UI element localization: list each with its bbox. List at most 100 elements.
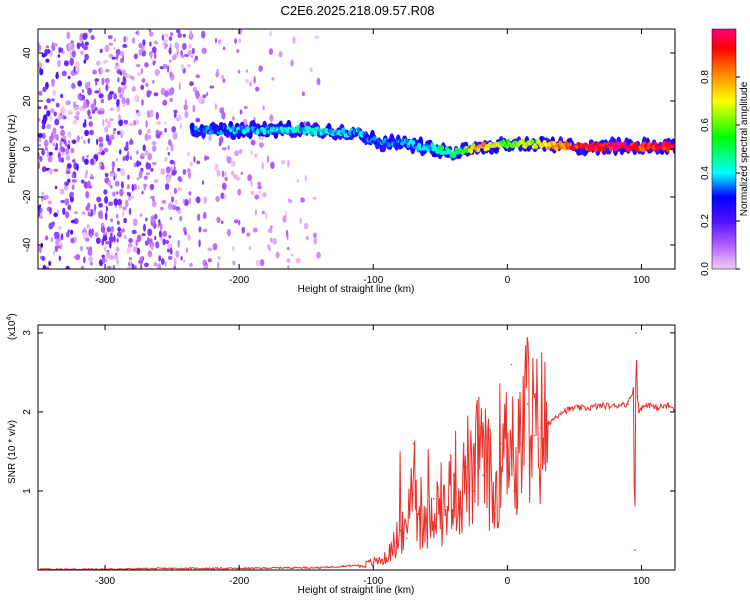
noise-blob: [46, 123, 52, 130]
noise-blob: [170, 166, 173, 172]
noise-blob: [123, 235, 128, 240]
noise-blob: [203, 211, 207, 220]
noise-blob: [104, 172, 109, 178]
noise-blob: [265, 211, 268, 220]
snr-y-tick-label: 1: [22, 488, 33, 494]
noise-blob: [95, 237, 101, 244]
noise-blob: [156, 120, 162, 125]
noise-blob: [99, 48, 103, 54]
noise-blob: [150, 245, 154, 250]
noise-blob: [65, 211, 70, 219]
noise-blob: [52, 250, 56, 256]
ridge-cell: [193, 125, 198, 131]
noise-blob: [163, 121, 167, 125]
noise-blob: [138, 129, 143, 136]
noise-blob: [66, 100, 71, 106]
noise-blob: [104, 196, 109, 204]
noise-blob: [53, 212, 58, 218]
noise-blob: [128, 122, 134, 127]
snr-series-line: [38, 336, 675, 570]
snr-point: [620, 403, 623, 405]
noise-blob: [112, 264, 116, 269]
ridge-cell: [313, 130, 318, 137]
noise-blob: [267, 228, 273, 233]
noise-blob: [46, 98, 51, 104]
snr-point: [627, 403, 629, 405]
noise-blob: [86, 224, 91, 229]
noise-blob: [56, 209, 60, 214]
noise-blob: [129, 259, 132, 266]
snr-point: [459, 498, 462, 500]
noise-blob: [120, 168, 126, 177]
noise-blob: [232, 116, 235, 121]
noise-blob: [142, 144, 146, 152]
noise-blob: [214, 163, 219, 172]
ridge-cell: [671, 143, 675, 149]
noise-blob: [101, 77, 105, 86]
noise-blob: [113, 38, 116, 42]
noise-blob: [43, 194, 49, 200]
noise-blob: [50, 237, 54, 243]
noise-blob: [215, 37, 217, 44]
noise-blob: [139, 213, 143, 217]
ridge-cell: [520, 138, 525, 145]
noise-blob: [151, 141, 157, 146]
noise-blob: [57, 225, 63, 230]
snr-point: [473, 490, 475, 492]
noise-blob: [149, 41, 152, 47]
noise-blob: [250, 139, 256, 146]
noise-blob: [79, 33, 84, 41]
snr-scale-exponent: 4: [6, 317, 13, 321]
spectrogram-y-axis-label: Frequency (Hz): [7, 115, 18, 184]
snr-point: [513, 490, 515, 492]
noise-blob: [116, 238, 119, 243]
noise-blob: [54, 185, 58, 190]
noise-blob: [280, 159, 286, 165]
noise-blob: [72, 119, 78, 125]
noise-blob: [113, 128, 117, 132]
noise-blob: [182, 169, 187, 175]
noise-blob: [231, 170, 235, 176]
noise-blob: [117, 77, 120, 83]
noise-blob: [195, 74, 200, 79]
noise-blob: [141, 190, 144, 195]
noise-blob: [102, 118, 105, 127]
noise-blob: [138, 42, 143, 49]
noise-blob: [169, 247, 173, 255]
noise-blob: [74, 115, 78, 120]
noise-blob: [45, 58, 50, 63]
noise-blob: [120, 181, 124, 189]
noise-blob: [216, 169, 221, 177]
snr-point: [385, 557, 388, 559]
noise-blob: [98, 87, 101, 96]
noise-blob: [109, 134, 115, 140]
noise-blob: [195, 117, 201, 123]
noise-blob: [117, 86, 122, 94]
noise-blob: [141, 233, 146, 237]
noise-blob: [167, 248, 171, 253]
snr-point: [506, 450, 509, 453]
ridge-cell: [568, 142, 572, 147]
noise-blob: [54, 245, 59, 252]
noise-blob: [125, 97, 130, 106]
noise-blob: [73, 218, 79, 225]
snr-y-axis-label: SNR (10 * v/v): [7, 420, 18, 484]
noise-blob: [169, 98, 173, 102]
noise-blob: [103, 189, 108, 195]
noise-blob: [70, 229, 74, 235]
noise-blob: [95, 80, 98, 86]
noise-blob: [125, 141, 129, 149]
noise-blob: [104, 126, 108, 133]
noise-blob: [117, 130, 121, 135]
noise-blob: [55, 102, 60, 108]
noise-blob: [148, 134, 152, 140]
snr-point: [654, 407, 656, 409]
noise-blob: [110, 172, 115, 177]
ridge-cell: [534, 144, 539, 149]
snr-point: [520, 442, 522, 445]
noise-blob: [305, 236, 309, 240]
noise-blob: [58, 234, 62, 243]
ridge-cell: [601, 147, 606, 152]
noise-blob: [147, 152, 152, 161]
noise-blob: [173, 166, 176, 171]
